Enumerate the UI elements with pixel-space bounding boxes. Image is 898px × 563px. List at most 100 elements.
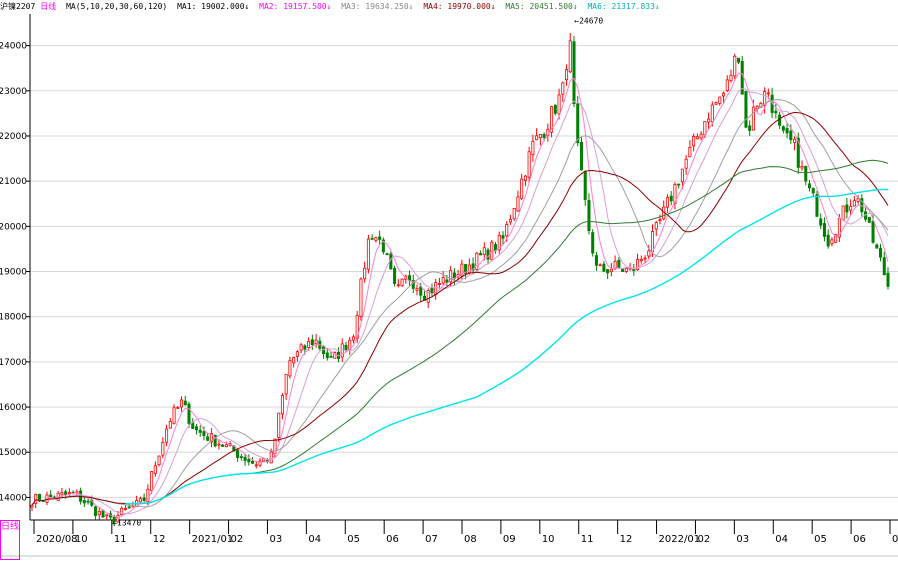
candle-body[interactable] (654, 222, 658, 230)
candle-body[interactable] (822, 223, 826, 237)
candle-body[interactable] (692, 135, 696, 147)
candle-body[interactable] (60, 492, 64, 495)
candle-body[interactable] (165, 428, 169, 443)
candle-body[interactable] (179, 399, 184, 408)
candle-body[interactable] (288, 360, 292, 377)
candle-body[interactable] (415, 288, 419, 291)
candle-body[interactable] (523, 175, 527, 181)
candle-body[interactable] (187, 403, 191, 424)
candle-body[interactable] (430, 287, 434, 294)
candle-body[interactable] (385, 253, 389, 256)
candle-body[interactable] (303, 345, 307, 350)
candle-body[interactable] (849, 205, 853, 211)
candle-body[interactable] (785, 128, 789, 134)
candle-body[interactable] (647, 250, 651, 257)
candle-body[interactable] (613, 260, 617, 269)
candle-body[interactable] (97, 511, 101, 516)
candle-body[interactable] (344, 344, 348, 351)
candle-body[interactable] (150, 471, 154, 491)
candle-body[interactable] (262, 458, 266, 462)
candle-body[interactable] (310, 339, 314, 346)
candle-body[interactable] (378, 236, 382, 240)
candle-body[interactable] (684, 158, 688, 169)
candle-body[interactable] (479, 253, 483, 256)
candle-body[interactable] (101, 510, 105, 518)
candle-body[interactable] (396, 284, 400, 287)
candle-body[interactable] (550, 106, 554, 133)
candle-body[interactable] (736, 57, 741, 63)
candle-body[interactable] (572, 41, 576, 105)
candle-body[interactable] (755, 105, 759, 110)
candle-body[interactable] (363, 267, 367, 280)
candle-body[interactable] (606, 269, 610, 274)
candle-body[interactable] (643, 257, 647, 260)
candle-body[interactable] (254, 464, 258, 467)
candle-body[interactable] (886, 272, 890, 287)
candle-body[interactable] (445, 279, 449, 283)
candle-body[interactable] (763, 91, 767, 106)
candle-body[interactable] (34, 493, 38, 504)
candle-body[interactable] (198, 429, 202, 433)
candle-body[interactable] (527, 151, 531, 178)
candle-body[interactable] (695, 136, 699, 140)
candle-body[interactable] (688, 146, 692, 158)
candle-body[interactable] (591, 232, 595, 254)
candle-body[interactable] (796, 137, 800, 168)
candle-body[interactable] (579, 141, 584, 171)
candle-body[interactable] (359, 278, 363, 317)
candle-body[interactable] (64, 491, 68, 495)
candle-body[interactable] (867, 216, 871, 223)
candle-body[interactable] (748, 125, 752, 131)
period-tab[interactable]: 日线 (0, 520, 20, 560)
candle-body[interactable] (138, 498, 142, 503)
candle-body[interactable] (37, 493, 41, 502)
candle-body[interactable] (617, 259, 621, 268)
candle-body[interactable] (826, 234, 830, 247)
candle-body[interactable] (561, 82, 565, 95)
candle-body[interactable] (400, 278, 404, 287)
candle-body[interactable] (284, 374, 288, 395)
candle-body[interactable] (280, 394, 284, 415)
candle-body[interactable] (778, 114, 782, 126)
candle-body[interactable] (852, 200, 856, 207)
candle-body[interactable] (538, 133, 542, 139)
candle-body[interactable] (804, 165, 808, 182)
candle-body[interactable] (213, 434, 217, 447)
candle-body[interactable] (329, 355, 333, 358)
candle-body[interactable] (841, 205, 845, 221)
candle-body[interactable] (871, 221, 875, 243)
candle-body[interactable] (497, 234, 501, 251)
candle-body[interactable] (370, 237, 374, 240)
candle-body[interactable] (419, 286, 423, 296)
candle-body[interactable] (722, 92, 726, 97)
candle-body[interactable] (366, 238, 370, 270)
candle-body[interactable] (793, 138, 797, 144)
candle-body[interactable] (49, 494, 53, 498)
candle-body[interactable] (94, 506, 98, 516)
candle-body[interactable] (206, 436, 210, 441)
candle-body[interactable] (172, 407, 176, 424)
candle-body[interactable] (464, 264, 468, 274)
candle-body[interactable] (393, 267, 397, 284)
candle-body[interactable] (710, 104, 714, 123)
candle-body[interactable] (583, 171, 587, 200)
candle-body[interactable] (501, 235, 505, 239)
candle-body[interactable] (105, 514, 109, 517)
candle-body[interactable] (333, 352, 337, 359)
candle-body[interactable] (86, 500, 90, 503)
candle-body[interactable] (875, 244, 879, 249)
candle-body[interactable] (677, 183, 681, 186)
candle-body[interactable] (374, 237, 378, 241)
candle-body[interactable] (830, 239, 834, 245)
candle-body[interactable] (142, 497, 146, 502)
candle-body[interactable] (120, 507, 124, 516)
candle-body[interactable] (258, 460, 262, 466)
candle-body[interactable] (819, 218, 823, 226)
candle-body[interactable] (624, 267, 628, 272)
candle-body[interactable] (191, 422, 195, 429)
candle-body[interactable] (594, 255, 598, 266)
candle-body[interactable] (568, 40, 572, 73)
candle-body[interactable] (426, 289, 430, 303)
candle-body[interactable] (217, 443, 221, 446)
